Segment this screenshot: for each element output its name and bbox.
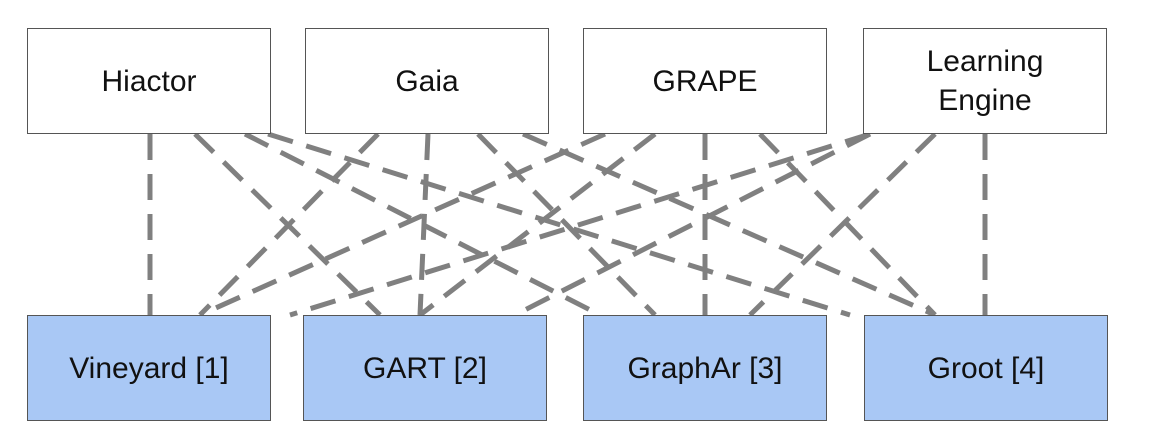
edge-hiactor-groot (267, 131, 851, 318)
node-learning-engine-label: Learning Engine (926, 45, 1044, 117)
node-graphar: GraphAr [3] (583, 315, 827, 421)
node-hiactor: Hiactor (27, 28, 271, 134)
edge-learning-gart (513, 131, 872, 318)
node-gaia: Gaia (305, 28, 549, 134)
edge-gaia-gart (417, 133, 431, 316)
edge-gaia-vineyard (198, 132, 380, 317)
node-groot-label: Groot [4] (927, 351, 1045, 385)
node-graphar-label: GraphAr [3] (627, 351, 783, 385)
edge-gaia-graphar (476, 132, 657, 317)
node-vineyard: Vineyard [1] (27, 315, 271, 421)
node-groot: Groot [4] (864, 315, 1108, 421)
node-gaia-label: Gaia (395, 64, 459, 98)
edge-hiactor-graphar (243, 131, 602, 318)
node-learning-engine: Learning Engine (863, 28, 1107, 134)
node-grape-label: GRAPE (652, 64, 758, 98)
edge-gaia-groot (521, 131, 937, 318)
node-hiactor-label: Hiactor (101, 64, 197, 98)
node-gart: GART [2] (303, 315, 547, 421)
node-vineyard-label: Vineyard [1] (69, 351, 229, 385)
node-grape: GRAPE (583, 28, 827, 134)
edge-learning-vineyard (289, 131, 871, 318)
edge-learning-graphar (748, 132, 937, 317)
edge-grape-groot (758, 132, 937, 317)
edge-grape-vineyard (198, 131, 607, 318)
node-gart-label: GART [2] (363, 351, 487, 385)
edge-grape-gart (418, 132, 657, 317)
